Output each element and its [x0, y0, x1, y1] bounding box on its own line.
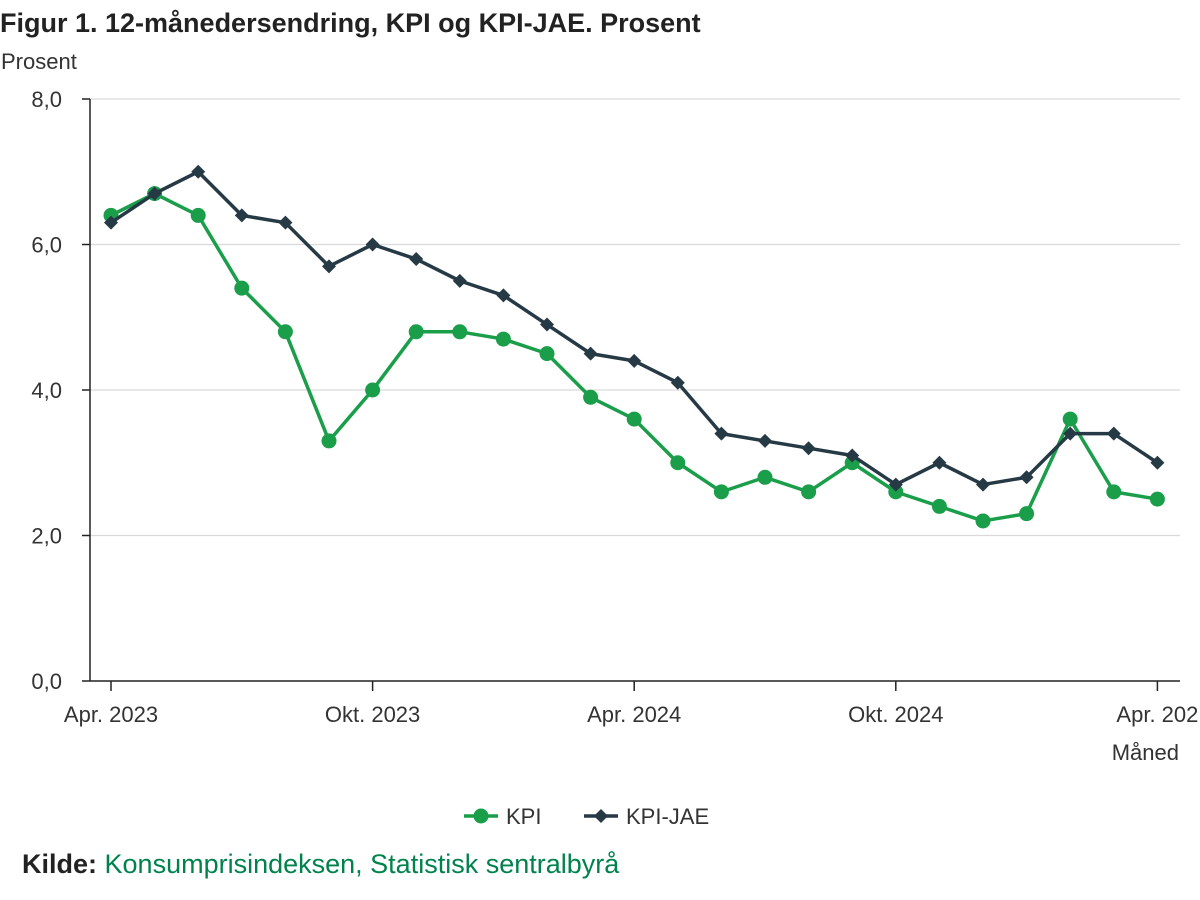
- axes: 0,0 2,0 4,0 6,0 8,0 Prosent Apr. 2023 Okt. 2023…: [1, 49, 1198, 765]
- source-line: Kilde: Konsumprisindeksen, Statistisk se…: [22, 849, 619, 880]
- data-point: [801, 441, 816, 456]
- y-axis-title: Prosent: [1, 49, 77, 74]
- data-point: [758, 433, 772, 448]
- y-tick-label: 0,0: [31, 669, 62, 694]
- data-point: [757, 469, 773, 485]
- data-point: [713, 484, 729, 500]
- data-point: [539, 346, 555, 362]
- data-point: [845, 448, 860, 463]
- data-point: [234, 280, 250, 296]
- data-point: [888, 484, 904, 500]
- data-point: [278, 215, 293, 230]
- y-tick-label: 8,0: [31, 87, 62, 112]
- legend-marker: [473, 808, 489, 824]
- source-link[interactable]: Konsumprisindeksen, Statistisk sentralby…: [104, 849, 620, 879]
- data-point: [627, 353, 642, 368]
- data-point: [975, 513, 991, 529]
- series-layer: [103, 164, 1165, 529]
- grid-lines: [90, 98, 1180, 537]
- legend-marker: [594, 809, 608, 823]
- y-tick-label: 4,0: [31, 378, 62, 403]
- x-tick-label: Apr. 202: [1116, 702, 1198, 727]
- y-tick-label: 6,0: [31, 233, 62, 258]
- data-point: [1106, 484, 1122, 500]
- series-kpi-jae: [104, 164, 1165, 492]
- data-point: [321, 433, 337, 449]
- data-point: [1150, 455, 1165, 470]
- data-point: [452, 273, 467, 288]
- data-point: [888, 477, 903, 492]
- data-point: [714, 426, 729, 441]
- data-point: [365, 382, 381, 398]
- data-point: [976, 477, 990, 492]
- data-point: [670, 375, 685, 390]
- data-point: [452, 324, 468, 340]
- data-point: [932, 455, 947, 470]
- data-point: [1149, 491, 1165, 507]
- legend-item-kpi-jae: KPI-JAE: [584, 804, 709, 829]
- chart-title: Figur 1. 12-månedersendring, KPI og KPI-…: [0, 8, 701, 38]
- data-point: [1106, 426, 1121, 441]
- data-point: [409, 252, 424, 267]
- data-point: [801, 484, 817, 500]
- data-point: [191, 164, 206, 179]
- data-point: [495, 331, 511, 347]
- x-tick-label: Okt. 2024: [848, 702, 943, 727]
- legend-item-kpi: KPI: [464, 804, 541, 829]
- x-axis-title: Måned: [1112, 740, 1179, 765]
- data-point: [1019, 506, 1035, 522]
- x-tick-label: Apr. 2023: [64, 702, 158, 727]
- legend-label: KPI: [506, 804, 541, 829]
- data-point: [277, 324, 293, 340]
- data-point: [408, 324, 424, 340]
- data-point: [322, 259, 336, 274]
- data-point: [583, 389, 599, 405]
- data-point: [365, 237, 380, 252]
- data-point: [234, 208, 249, 223]
- x-tick-label: Okt. 2023: [325, 702, 420, 727]
- data-point: [147, 186, 162, 201]
- data-point: [104, 215, 118, 230]
- data-point: [1062, 411, 1078, 427]
- data-point: [670, 455, 686, 471]
- data-point: [583, 346, 598, 361]
- data-point: [931, 498, 947, 514]
- x-tick-label: Apr. 2024: [587, 702, 681, 727]
- data-point: [190, 207, 206, 223]
- data-point: [540, 317, 554, 332]
- data-point: [626, 411, 642, 427]
- data-point: [496, 288, 511, 303]
- source-label: Kilde:: [22, 849, 98, 879]
- legend: KPI KPI-JAE: [464, 804, 709, 829]
- data-point: [1063, 426, 1078, 441]
- legend-label: KPI-JAE: [626, 804, 709, 829]
- series-line: [110, 170, 1159, 487]
- data-point: [1019, 470, 1034, 485]
- y-tick-label: 2,0: [31, 524, 62, 549]
